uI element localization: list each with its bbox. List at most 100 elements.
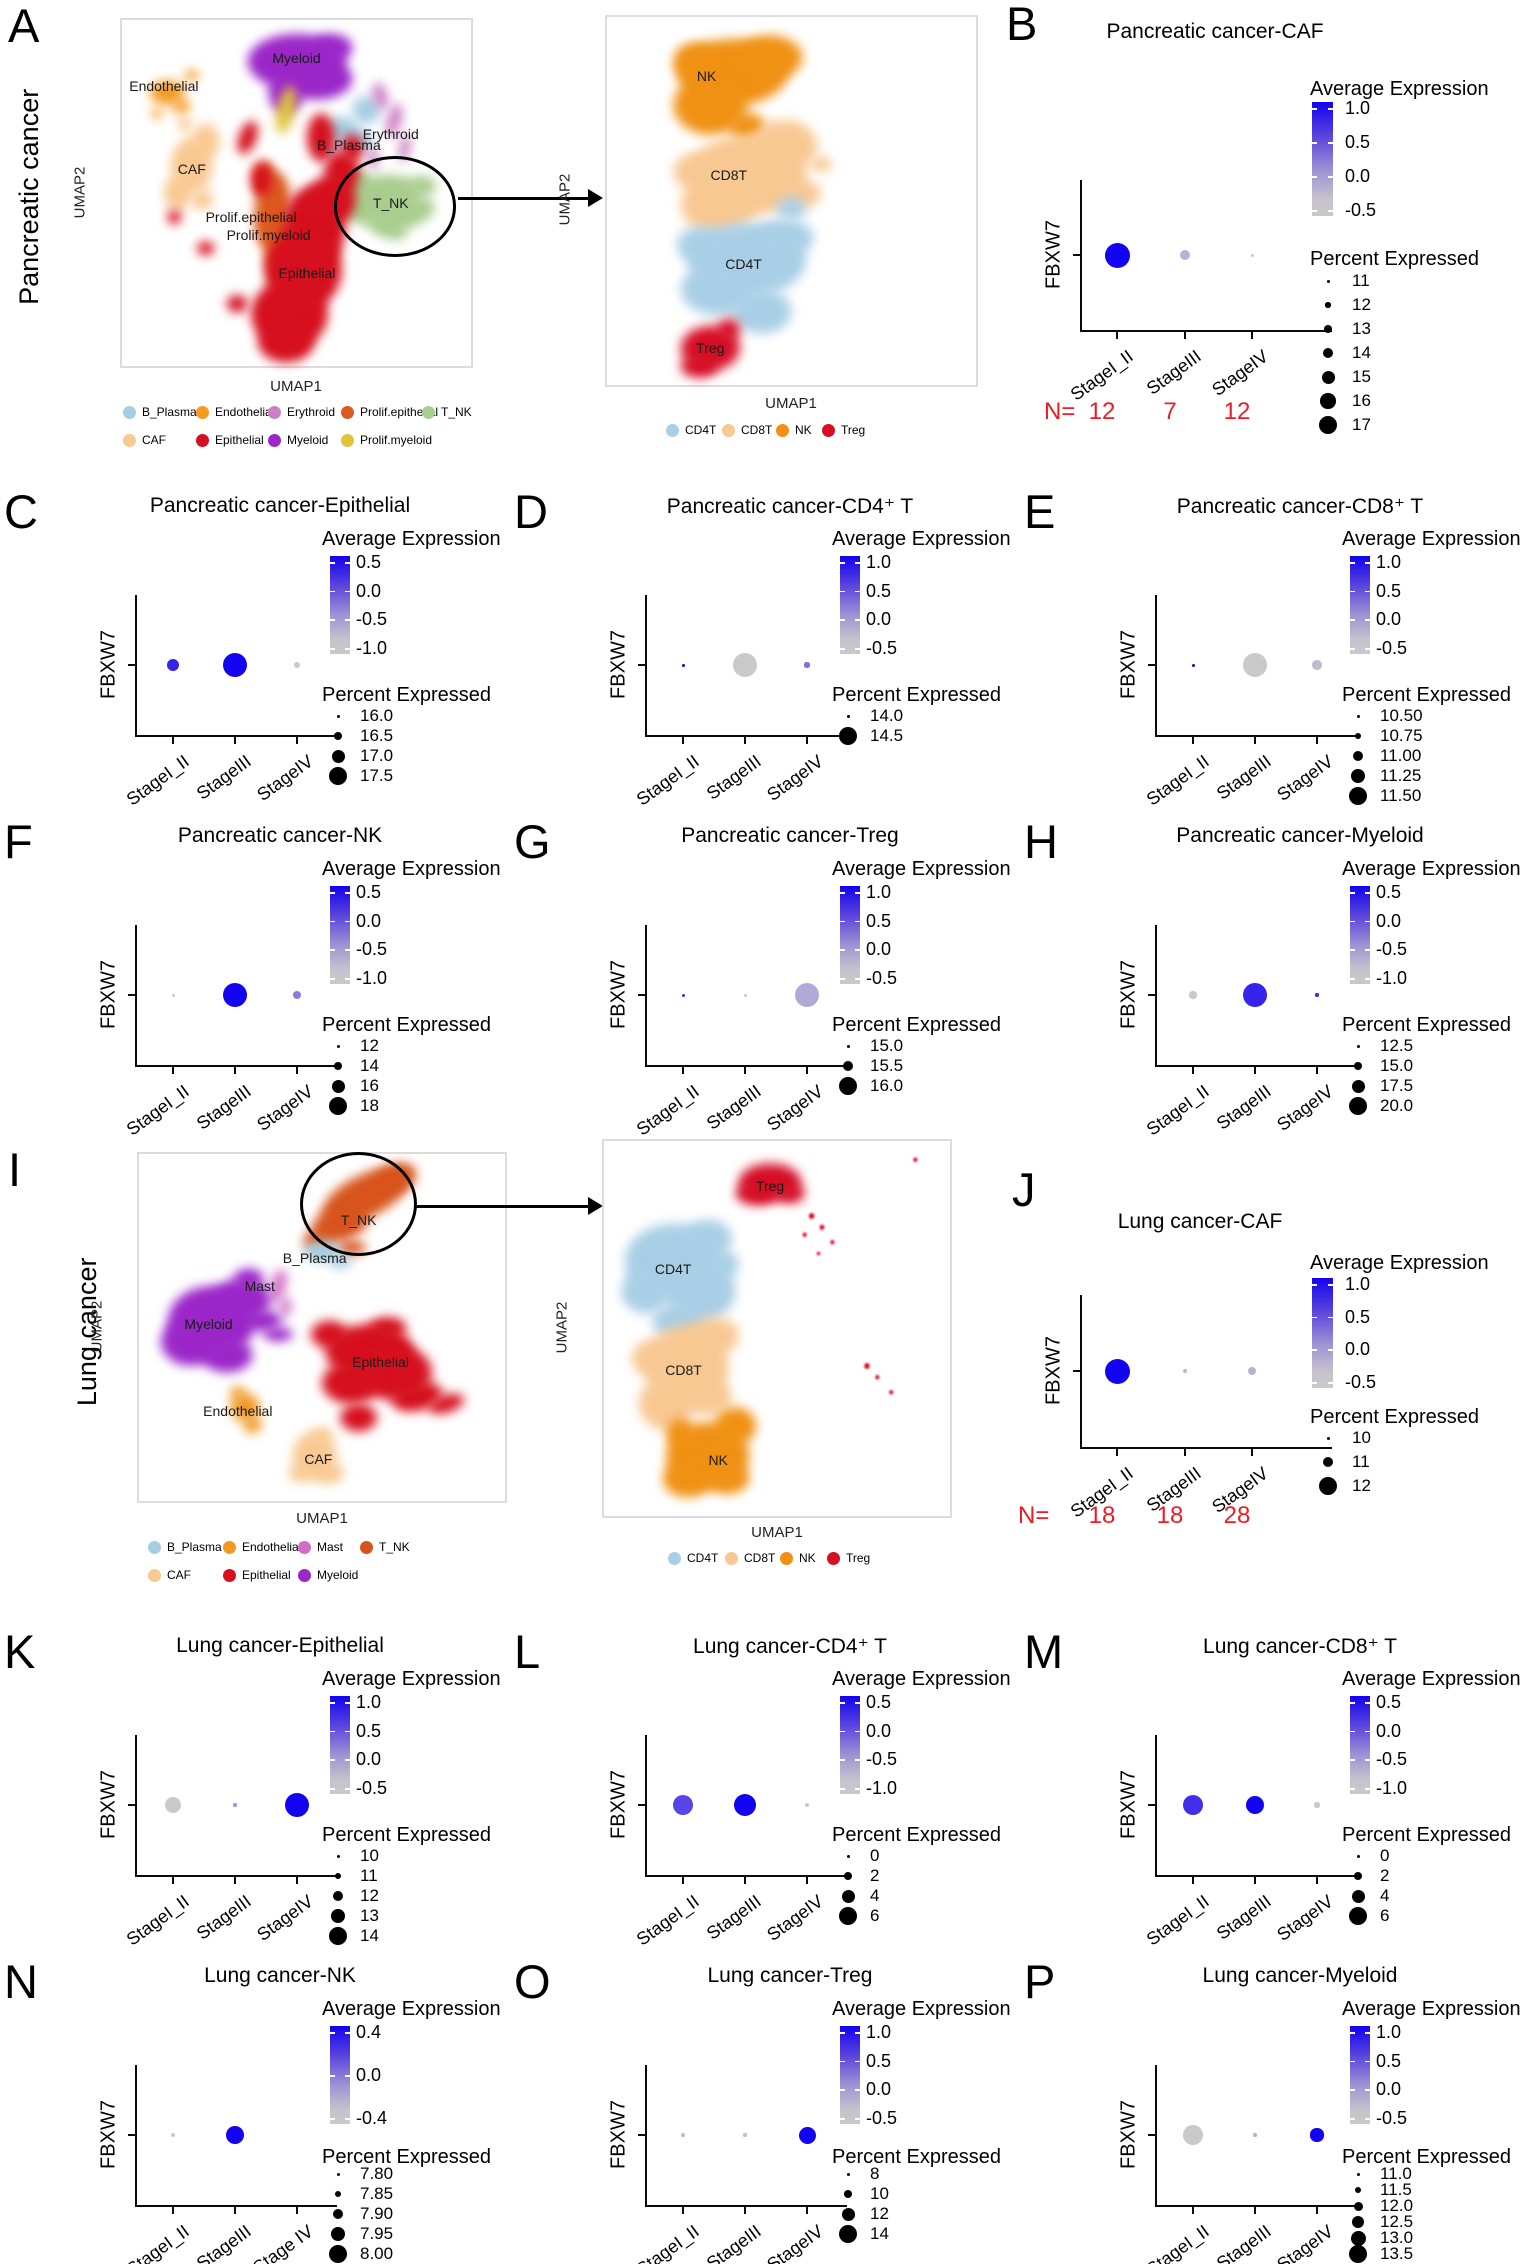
x-tick-label-StageI_II: StageI_II	[632, 2221, 703, 2264]
legend-label-T_NK: T_NK	[379, 1540, 410, 1554]
percent-expressed-title: Percent Expressed	[1310, 248, 1479, 270]
umap-cluster-label-Erythroid: Erythroid	[362, 126, 419, 143]
umap-cluster-label-CD8T: CD8T	[665, 1361, 702, 1378]
colorbar-notch	[1365, 1730, 1370, 1733]
x-axis-line	[645, 1875, 847, 1877]
avg-expression-colorbar	[840, 2026, 860, 2124]
colorbar-tick-label: -0.5	[356, 609, 388, 630]
umap-cluster-blob-Treg	[875, 1375, 880, 1380]
umap-cluster-blob-Endothelial	[184, 70, 199, 81]
umap-cluster-label-NK: NK	[708, 1451, 728, 1468]
x-tick	[806, 1067, 808, 1074]
umap-cluster-blob-CD8T	[680, 175, 755, 235]
colorbar-notch	[840, 562, 845, 564]
colorbar-notch	[1350, 949, 1355, 951]
colorbar-notch	[1312, 176, 1317, 178]
pct-legend-dot	[1354, 732, 1362, 740]
umap-cluster-label-Myeloid: Myeloid	[184, 1316, 233, 1333]
gene-label: FBXW7	[1117, 630, 1140, 699]
y-tick	[1073, 1370, 1080, 1372]
expression-dot-StageIV	[1247, 1366, 1257, 1376]
legend-swatch-B_Plasma	[148, 1541, 161, 1554]
colorbar-notch	[345, 1788, 350, 1790]
colorbar-tick-label: -0.5	[866, 638, 898, 658]
gene-label: FBXW7	[1117, 1770, 1140, 1839]
x-axis-line	[645, 1065, 847, 1067]
avg-expression-title: Average Expression	[322, 1998, 501, 2020]
umap-cluster-blob-CD4T	[704, 1249, 739, 1280]
x-tick	[234, 2207, 236, 2214]
pct-legend-dot	[1326, 1436, 1330, 1440]
pct-legend-dot	[841, 2207, 855, 2221]
avg-expression-title: Average Expression	[322, 1668, 501, 1690]
dot-panel-J: J Lung cancer-CAF FBXW7 StageI_II StageIII St…	[1000, 1150, 1530, 1580]
pct-legend-dot	[844, 2190, 852, 2198]
y-tick	[1148, 1804, 1155, 1806]
dot-panel-D: D Pancreatic cancer-CD4⁺ T FBXW7 StageI_II S…	[510, 480, 1020, 810]
umap-cluster-blob-CD4T	[776, 197, 807, 220]
umap-cluster-blob-NK	[673, 42, 718, 80]
umap-cluster-blob-Epithelial	[322, 1362, 381, 1404]
x-tick	[1192, 737, 1194, 744]
panel-title: Pancreatic cancer-Myeloid	[1176, 824, 1424, 847]
dot-panel-H: H Pancreatic cancer-Myeloid FBXW7 StageI_II…	[1020, 810, 1530, 1140]
umap-cluster-blob-CD8T	[809, 156, 833, 172]
expression-dot-StageIV	[798, 2126, 816, 2144]
n-count-value: 12	[1088, 398, 1116, 425]
x-tick	[234, 1877, 236, 1884]
colorbar-tick-label: -0.5	[1376, 939, 1408, 960]
umap-cluster-blob-CAF	[311, 1428, 333, 1443]
pct-legend-dot	[331, 749, 345, 763]
pct-legend-label: 0	[870, 1846, 880, 1865]
x-tick	[1316, 2207, 1318, 2214]
umap-cluster-blob-Treg	[735, 1182, 777, 1205]
expression-dot-StageI_II	[681, 2133, 685, 2137]
pct-legend-dot	[1356, 1044, 1360, 1048]
umap-cluster-blob-CD4T	[621, 1268, 670, 1314]
colorbar-tick-label: 0.0	[1345, 166, 1371, 186]
colorbar-notch	[855, 619, 860, 621]
pct-legend-label: 6	[1380, 1906, 1390, 1925]
umap-cluster-blob-NK	[714, 1407, 757, 1445]
colorbar-notch	[1312, 1284, 1317, 1286]
colorbar-notch	[330, 1730, 335, 1733]
y-tick	[128, 1804, 135, 1806]
pct-legend-dot	[1319, 416, 1337, 434]
pct-legend-dot	[839, 2225, 857, 2243]
colorbar-tick-label: 0.0	[1376, 910, 1402, 931]
colorbar-notch	[345, 892, 350, 894]
colorbar-notch	[330, 949, 335, 951]
colorbar-notch	[1312, 108, 1317, 110]
x-tick	[1316, 1067, 1318, 1074]
colorbar-tick-label: -0.5	[356, 1778, 388, 1798]
pct-legend-label: 11	[1352, 271, 1370, 290]
pct-legend-dot	[334, 1872, 342, 1880]
pct-legend-label: 11.00	[1380, 746, 1422, 765]
pct-legend-label: 7.95	[360, 2224, 394, 2243]
colorbar-notch	[330, 978, 335, 980]
colorbar-notch	[855, 978, 860, 980]
legend-swatch-T_NK	[360, 1541, 373, 1554]
colorbar-notch	[855, 2118, 860, 2120]
avg-expression-colorbar	[330, 556, 350, 654]
percent-expressed-title: Percent Expressed	[1310, 1406, 1479, 1428]
legend-label-Endothelial: Endothelial	[242, 1540, 302, 1554]
y-axis-line	[1080, 1295, 1082, 1447]
umap-cluster-blob-Erythroid	[386, 103, 403, 138]
x-tick	[1251, 332, 1253, 339]
colorbar-notch	[1328, 1349, 1333, 1351]
pct-legend-label: 16.5	[360, 726, 394, 745]
legend-swatch-Myeloid	[268, 434, 281, 447]
pct-legend-dot	[1356, 2172, 1360, 2176]
avg-expression-title: Average Expression	[1310, 78, 1489, 100]
panel-title: Lung cancer-Epithelial	[176, 1634, 384, 1657]
legend-swatch-NK	[780, 1552, 793, 1565]
colorbar-tick-label: 0.0	[866, 939, 892, 960]
umap-cluster-blob-Treg	[777, 1184, 805, 1203]
umap-cluster-blob-Epithelial	[340, 1403, 377, 1432]
pct-legend-dot	[846, 714, 850, 718]
x-tick	[806, 737, 808, 744]
pct-legend-label: 17.5	[1380, 1076, 1414, 1095]
y-tick	[128, 994, 135, 996]
colorbar-notch	[840, 1788, 845, 1790]
